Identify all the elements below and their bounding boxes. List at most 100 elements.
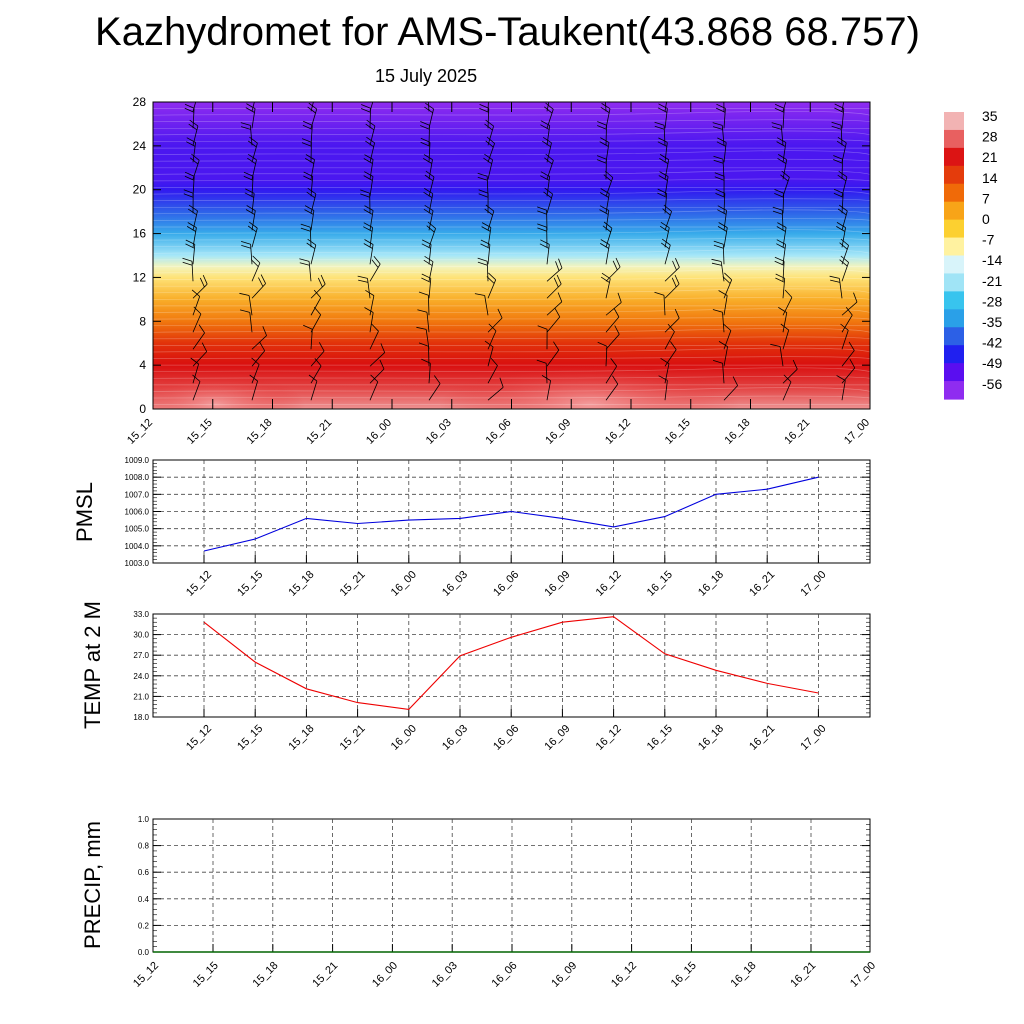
wind-barb — [301, 138, 312, 163]
y-tick-label: 1004.0 — [125, 542, 150, 551]
x-tick-label: 16_21 — [747, 723, 777, 753]
wind-barb — [369, 255, 381, 282]
wind-barb — [664, 341, 677, 367]
wind-barb — [899, 154, 908, 179]
wind-barb — [420, 121, 430, 146]
x-tick-label: 16_03 — [424, 417, 454, 447]
x-tick-label: 16_06 — [484, 417, 514, 447]
wind-barb — [723, 323, 732, 350]
wind-barb — [782, 102, 787, 112]
y-tick-label: 27.0 — [133, 651, 149, 660]
y-tick-label: 24.0 — [133, 672, 149, 681]
wind-barb — [599, 205, 610, 231]
wind-barb — [416, 326, 430, 350]
wind-barb — [894, 240, 903, 265]
wind-barb — [711, 258, 725, 282]
x-tick-label: 15_18 — [245, 417, 275, 447]
x-tick-label: 16_06 — [491, 723, 521, 753]
wind-barb — [363, 222, 373, 248]
wind-barb — [537, 223, 548, 248]
y-tick-label: 1006.0 — [125, 508, 150, 517]
wind-barb — [184, 103, 195, 129]
wind-barb — [363, 171, 374, 197]
y-tick-label: 0.6 — [138, 868, 150, 877]
wind-barb — [546, 341, 560, 367]
wind-barb — [248, 136, 258, 163]
x-tick-label: 15_21 — [304, 417, 334, 447]
wind-barb — [664, 258, 680, 282]
wind-barb — [605, 308, 620, 333]
wind-barb — [841, 102, 845, 112]
wind-barb — [487, 102, 489, 112]
y-tick-label: 1007.0 — [125, 490, 150, 499]
wind-barb — [360, 189, 371, 214]
wind-barb — [423, 255, 434, 282]
x-tick-label: 16_09 — [542, 569, 572, 599]
colorbar-swatch — [944, 147, 964, 167]
x-tick-label: 17_00 — [798, 723, 828, 753]
wind-barb — [537, 206, 548, 231]
wind-barb — [485, 136, 495, 163]
colorbar-label: 21 — [982, 149, 998, 165]
wind-barb — [839, 255, 849, 282]
wind-barb — [778, 307, 788, 333]
wind-barb — [363, 205, 374, 231]
wind-barb — [364, 307, 374, 333]
wind-barb — [597, 341, 608, 367]
wind-barb — [892, 377, 901, 401]
y-tick-label: 20 — [133, 183, 147, 197]
wind-barb — [310, 274, 326, 299]
x-tick-label: 16_03 — [440, 569, 470, 599]
wind-barb — [840, 323, 849, 350]
colorbar-swatch — [944, 165, 964, 185]
wind-barb — [478, 189, 489, 214]
colorbar-label: 35 — [982, 108, 998, 124]
x-tick-label: 15_15 — [191, 960, 221, 990]
wind-barb — [302, 120, 313, 146]
y-tick-label: 1.0 — [138, 815, 150, 824]
wind-barb — [664, 323, 675, 350]
wind-barb — [310, 102, 314, 112]
x-tick-label: 16_00 — [389, 569, 419, 599]
y-tick-label: 1009.0 — [125, 456, 150, 465]
wind-barb — [186, 222, 197, 248]
colorbar-swatch — [944, 219, 964, 239]
wind-barb — [363, 239, 374, 265]
wind-barb — [417, 309, 430, 333]
cross-section-panel: 0 4 8 12 16 20 24 28 15_12 15_15 15_18 15_21 16_00 16… — [125, 95, 915, 447]
wind-barb — [422, 154, 433, 180]
y-tick-label: 0.4 — [138, 895, 150, 904]
x-tick-label: 15_21 — [310, 960, 340, 990]
wind-barb — [428, 375, 441, 401]
wind-barb — [896, 171, 905, 196]
wind-barb — [240, 122, 253, 146]
wind-barb — [841, 307, 853, 333]
x-tick-label: 16_15 — [663, 417, 693, 447]
wind-barb — [782, 289, 793, 316]
wind-barb — [836, 222, 846, 248]
wind-barb — [423, 204, 434, 231]
wind-barb — [299, 258, 312, 282]
x-tick-label: 15_12 — [184, 723, 214, 753]
wind-barb — [774, 103, 785, 129]
y-tick-label: 12 — [133, 270, 147, 284]
wind-barb — [605, 325, 620, 350]
y-tick-label: 4 — [139, 358, 146, 372]
x-tick-label: 15_12 — [184, 569, 214, 599]
wind-barb — [357, 275, 371, 299]
y-tick-label: 33.0 — [133, 610, 149, 619]
x-tick-label: 16_12 — [594, 569, 624, 599]
colorbar-swatch — [944, 291, 964, 310]
wind-barb — [310, 342, 325, 367]
wind-barb — [895, 104, 904, 129]
wind-barb — [901, 275, 915, 298]
wind-barb — [365, 136, 375, 163]
wind-barb — [546, 102, 550, 112]
wind-barb — [487, 308, 503, 333]
x-tick-label: 15_18 — [251, 960, 281, 990]
wind-barb — [183, 189, 194, 214]
colorbar-label: 0 — [982, 211, 990, 227]
wind-barb — [477, 257, 489, 282]
x-tick-label: 16_21 — [782, 417, 812, 447]
